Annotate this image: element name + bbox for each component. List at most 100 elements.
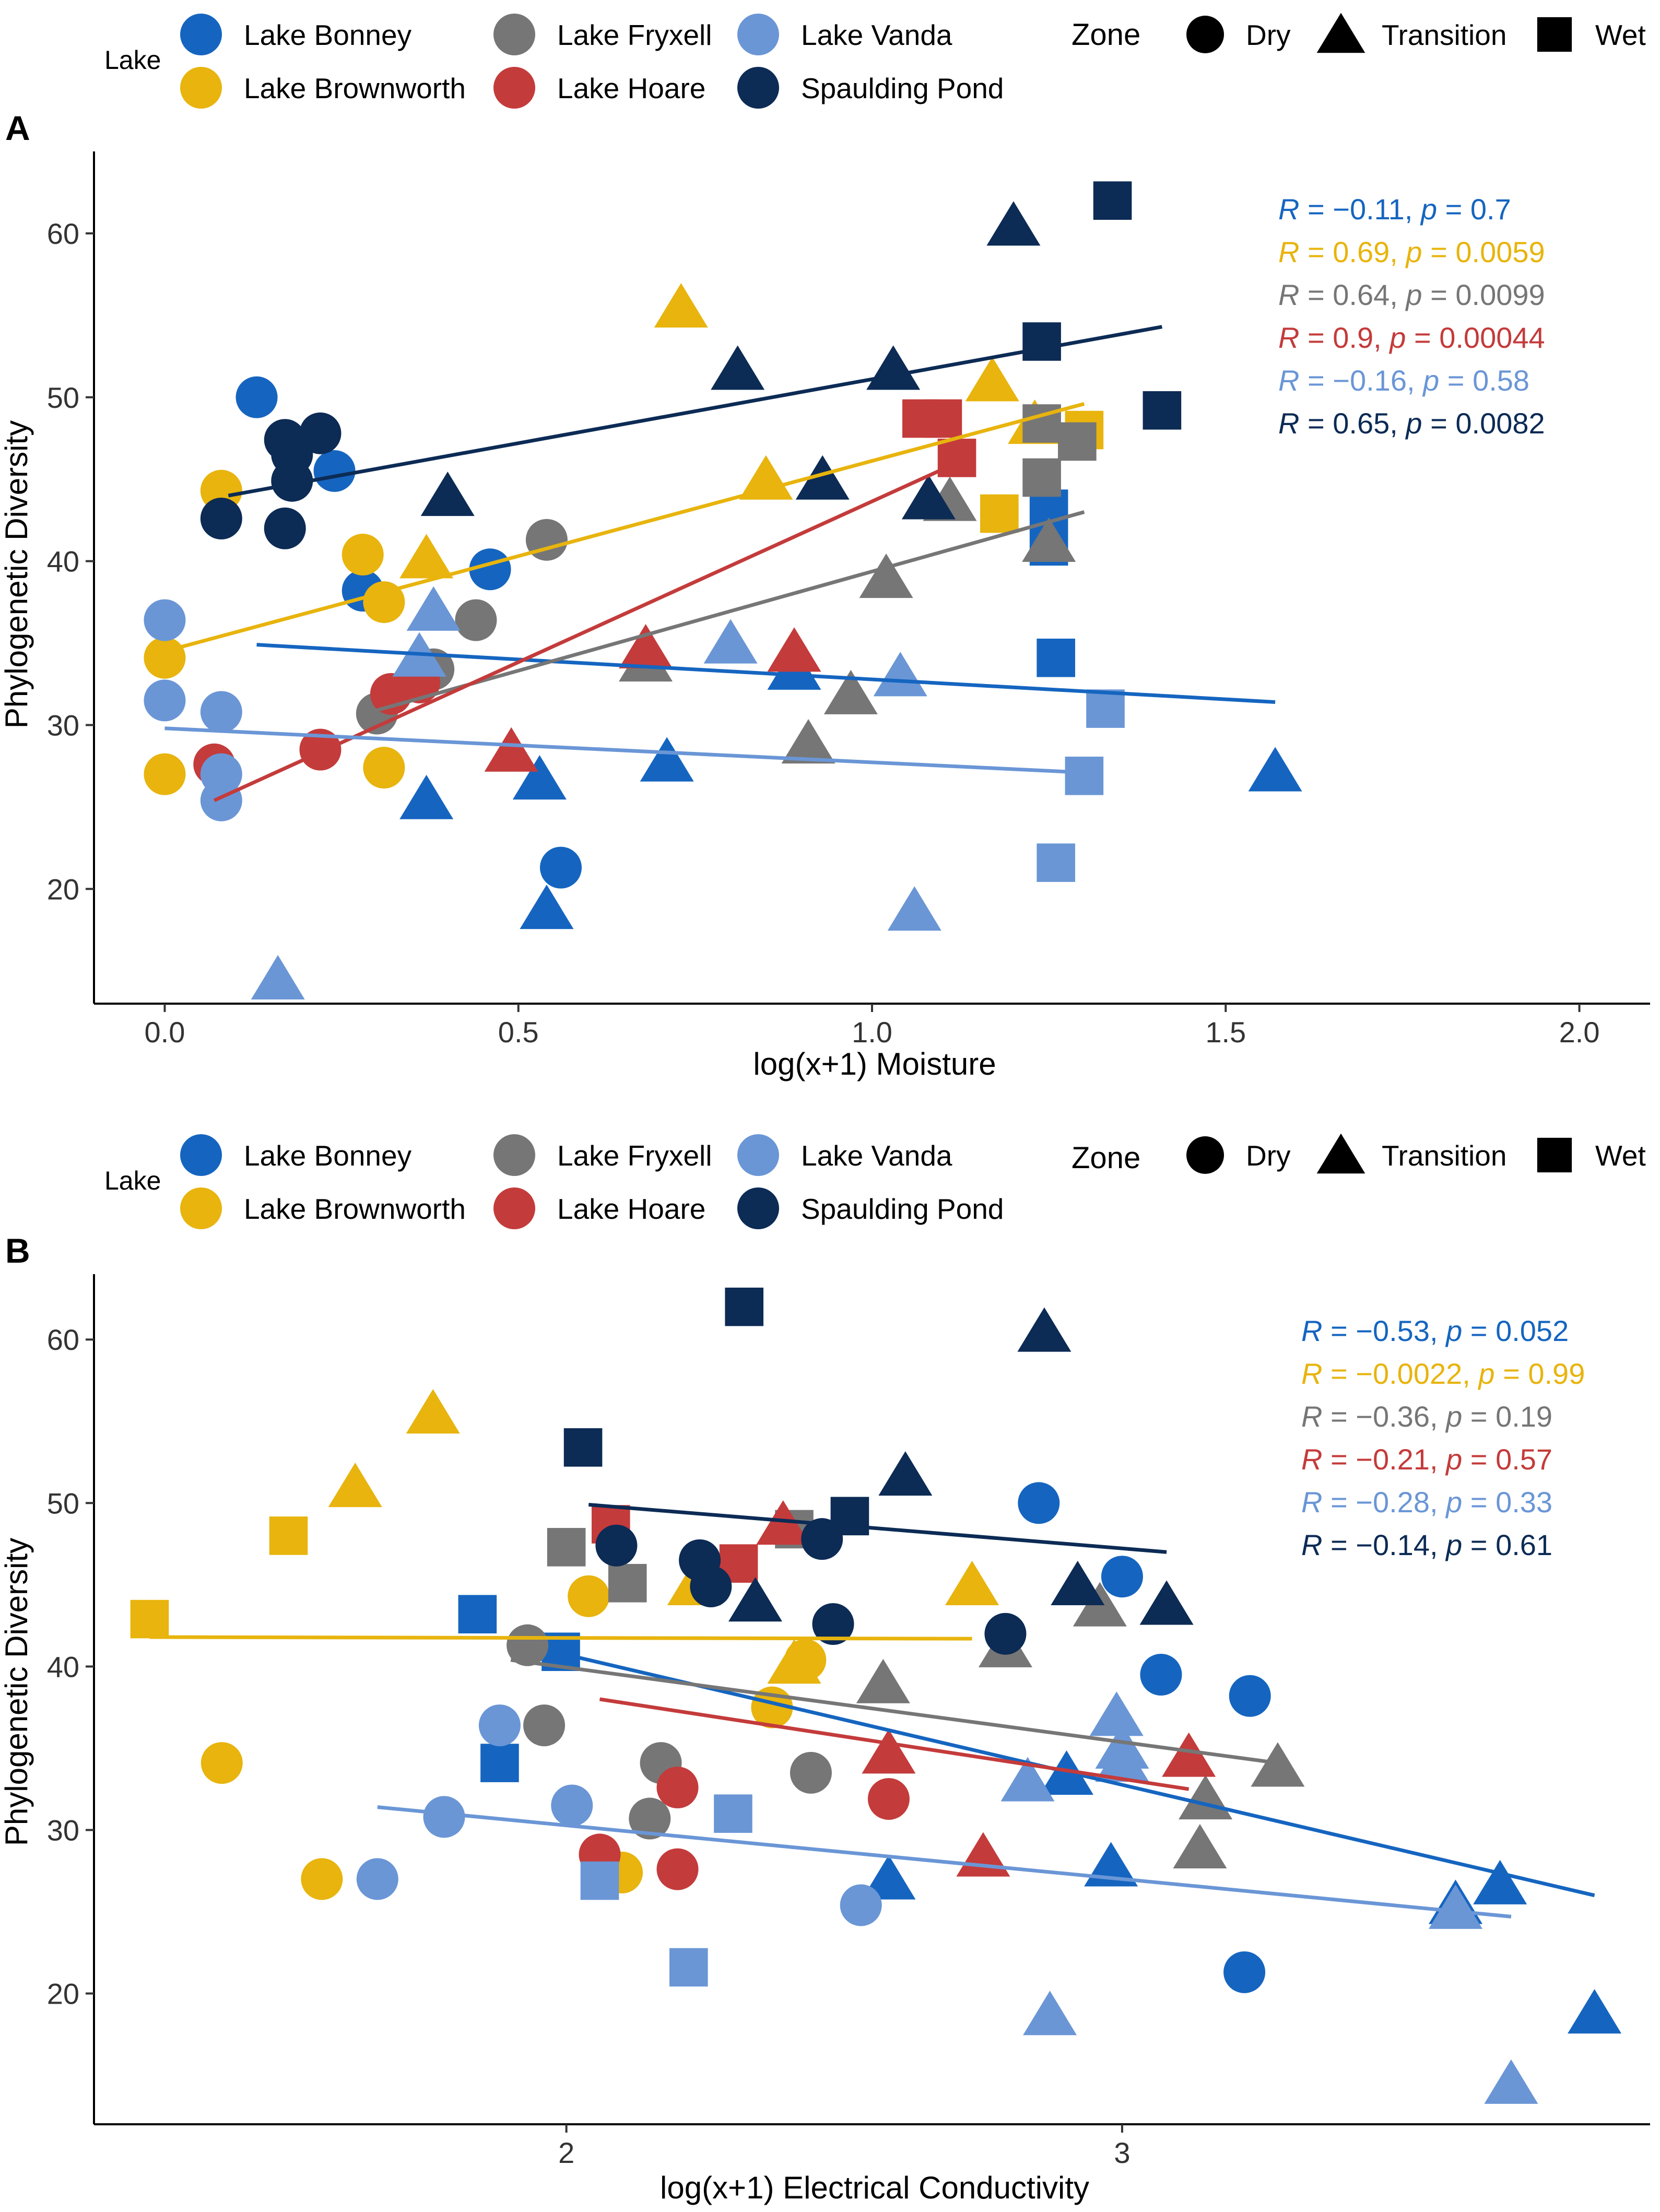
legend-zone-title: Zone — [1072, 18, 1140, 52]
x-tick-label: 1.5 — [1205, 1016, 1246, 1049]
legend-zone-key-wet — [1537, 1137, 1572, 1173]
point-lake-bonney-transition — [399, 774, 454, 819]
point-lake-bonney-transition — [1473, 1860, 1527, 1904]
point-lake-vanda-wet — [1037, 843, 1075, 882]
point-spaulding-pond-dry — [984, 1613, 1027, 1655]
legend-zone-key-dry — [1186, 16, 1224, 53]
point-lake-hoare-dry — [656, 1848, 699, 1890]
point-lake-brownworth-transition — [739, 455, 793, 500]
point-lake-fryxell-dry — [455, 599, 497, 641]
point-lake-vanda-wet — [714, 1794, 752, 1833]
point-lake-brownworth-wet — [130, 1599, 169, 1639]
point-lake-vanda-transition — [251, 955, 305, 1000]
point-spaulding-pond-wet — [1143, 391, 1182, 430]
stat-lake-vanda: R = −0.16, p = 0.58 — [1278, 364, 1529, 397]
point-lake-bonney-transition — [1568, 1989, 1622, 2034]
point-lake-brownworth-dry — [144, 753, 186, 795]
point-lake-vanda-dry — [423, 1796, 465, 1838]
point-lake-vanda-transition — [887, 886, 941, 931]
y-tick-label: 40 — [47, 545, 79, 578]
point-lake-fryxell-transition — [1173, 1823, 1227, 1868]
y-tick-label: 30 — [47, 709, 79, 742]
point-lake-vanda-dry — [551, 1784, 593, 1827]
point-lake-brownworth-transition — [965, 357, 1019, 402]
stat-lake-brownworth: R = 0.69, p = 0.0059 — [1278, 236, 1545, 268]
legend-key-lake-vanda — [737, 1134, 779, 1176]
point-spaulding-pond-dry — [271, 460, 313, 502]
x-axis-label: log(x+1) Electrical Conductivity — [660, 2170, 1089, 2205]
trend-lines — [164, 325, 1276, 803]
point-lake-hoare-transition — [1162, 1732, 1216, 1777]
point-spaulding-pond-dry — [299, 412, 342, 454]
trend-line-lake-hoare — [213, 461, 958, 803]
data-points — [144, 181, 1302, 1000]
trend-line-lake-fryxell — [376, 510, 1085, 712]
y-tick-label: 20 — [47, 1978, 79, 2010]
point-lake-vanda-transition — [1089, 1691, 1144, 1736]
point-lake-bonney-wet — [1037, 638, 1075, 677]
legend-key-spaulding-pond — [737, 67, 779, 109]
point-lake-vanda-dry — [200, 779, 242, 821]
legend-panel-a: Lake Zone Lake Bonney Lake Fryxell Lake Va… — [104, 13, 1646, 109]
point-lake-fryxell-wet — [608, 1563, 647, 1603]
point-lake-brownworth-transition — [399, 534, 454, 579]
point-lake-fryxell-wet — [1022, 458, 1061, 497]
legend-key-lake-fryxell — [493, 14, 535, 55]
correlation-stats: R = −0.11, p = 0.7 R = 0.69, p = 0.0059 R … — [1278, 193, 1545, 440]
point-lake-fryxell-transition — [823, 669, 878, 714]
point-lake-brownworth-dry — [144, 637, 186, 679]
legend-zone-key-transition — [1316, 13, 1365, 53]
stat-spaulding-pond: R = −0.14, p = 0.61 — [1301, 1528, 1552, 1561]
point-spaulding-pond-transition — [711, 345, 765, 390]
point-lake-vanda-dry — [840, 1884, 882, 1926]
point-lake-hoare-transition — [484, 727, 538, 772]
point-lake-bonney-dry — [236, 376, 278, 418]
point-lake-bonney-dry — [540, 846, 582, 889]
stat-spaulding-pond: R = 0.65, p = 0.0082 — [1278, 407, 1545, 440]
legend-label-lake-brownworth: Lake Brownworth — [244, 72, 466, 104]
legend-zone-title: Zone — [1072, 1141, 1140, 1175]
stat-lake-vanda: R = −0.28, p = 0.33 — [1301, 1486, 1552, 1519]
point-spaulding-pond-transition — [878, 1451, 933, 1496]
y-tick-label: 20 — [47, 873, 79, 905]
point-lake-fryxell-transition — [859, 554, 913, 598]
point-spaulding-pond-transition — [866, 345, 921, 390]
point-lake-vanda-transition — [406, 586, 461, 631]
point-spaulding-pond-wet — [1022, 322, 1061, 361]
point-lake-vanda-transition — [1000, 1757, 1055, 1802]
legend-key-lake-hoare — [493, 67, 535, 109]
point-lake-bonney-transition — [520, 884, 574, 929]
point-lake-bonney-dry — [1101, 1556, 1143, 1598]
point-lake-vanda-dry — [144, 679, 186, 722]
y-tick-label: 30 — [47, 1814, 79, 1846]
point-lake-hoare-dry — [299, 728, 342, 771]
point-lake-hoare-dry — [656, 1767, 699, 1809]
legend-zone-label-transition: Transition — [1382, 1139, 1506, 1172]
point-lake-fryxell-dry — [629, 1797, 671, 1840]
legend-label-lake-brownworth: Lake Brownworth — [244, 1193, 466, 1225]
point-lake-brownworth-transition — [406, 1389, 460, 1434]
legend-zone-label-wet: Wet — [1595, 1139, 1646, 1172]
point-lake-bonney-dry — [313, 450, 356, 492]
legend-label-lake-bonney: Lake Bonney — [244, 19, 412, 51]
point-lake-fryxell-wet — [1058, 422, 1097, 461]
point-lake-bonney-wet — [480, 1744, 519, 1782]
y-tick-label: 60 — [47, 217, 79, 250]
point-lake-brownworth-dry — [363, 747, 405, 789]
legend-key-lake-fryxell — [493, 1134, 535, 1176]
point-lake-hoare-dry — [867, 1778, 910, 1820]
point-lake-vanda-wet — [580, 1861, 619, 1900]
axes: 0.0 0.5 1.0 1.5 2.0 20 30 40 50 60 — [47, 151, 1650, 1049]
point-lake-brownworth-wet — [269, 1516, 308, 1555]
legend-zone-key-dry — [1186, 1136, 1224, 1174]
point-lake-bonney-dry — [1140, 1654, 1182, 1696]
stat-lake-hoare: R = −0.21, p = 0.57 — [1301, 1443, 1552, 1476]
point-lake-vanda-wet — [1086, 689, 1125, 728]
point-lake-vanda-transition — [1095, 1737, 1149, 1782]
point-lake-fryxell-transition — [1179, 1774, 1233, 1820]
point-lake-brownworth-transition — [328, 1463, 382, 1508]
point-lake-fryxell-transition — [781, 719, 835, 764]
legend-lake-title: Lake — [104, 1166, 161, 1195]
legend-key-lake-hoare — [493, 1187, 535, 1229]
